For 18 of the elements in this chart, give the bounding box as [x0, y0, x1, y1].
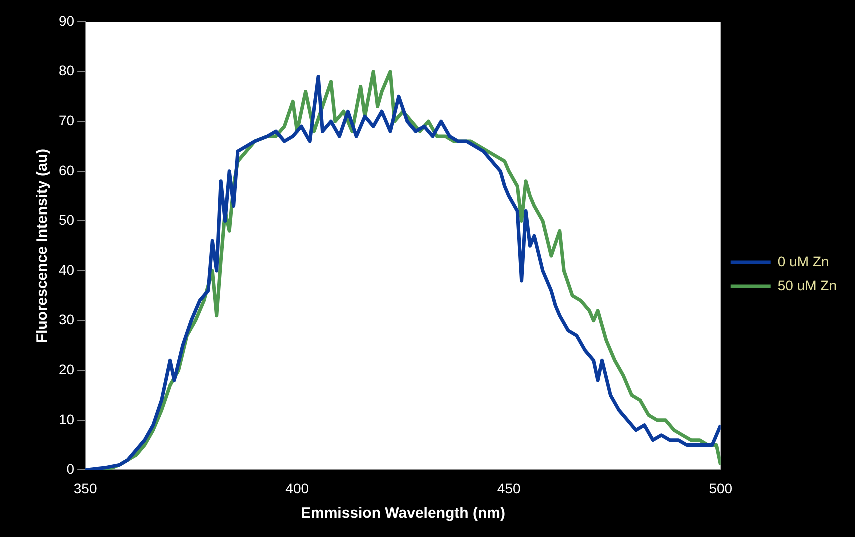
- y-tick-label: 40: [58, 262, 75, 278]
- legend-label: 50 uM Zn: [778, 277, 838, 294]
- x-tick-label: 450: [497, 480, 521, 496]
- x-tick-label: 500: [709, 480, 733, 496]
- y-tick-label: 10: [58, 411, 75, 428]
- y-tick-label: 20: [58, 361, 75, 378]
- y-tick-label: 30: [58, 312, 75, 328]
- y-tick-label: 90: [58, 12, 75, 29]
- y-tick-label: 0: [66, 461, 75, 478]
- y-tick-label: 60: [58, 162, 75, 178]
- y-tick-label: 70: [58, 112, 75, 128]
- y-axis-title: Fluorescence Intensity (au): [34, 148, 52, 344]
- y-tick-label: 50: [58, 212, 75, 228]
- legend-label: 0 uM Zn: [778, 253, 830, 270]
- x-tick-label: 350: [74, 480, 98, 496]
- x-axis-title: Emmission Wavelength (nm): [300, 505, 506, 522]
- x-tick-label: 400: [286, 480, 310, 496]
- y-tick-label: 80: [58, 62, 75, 79]
